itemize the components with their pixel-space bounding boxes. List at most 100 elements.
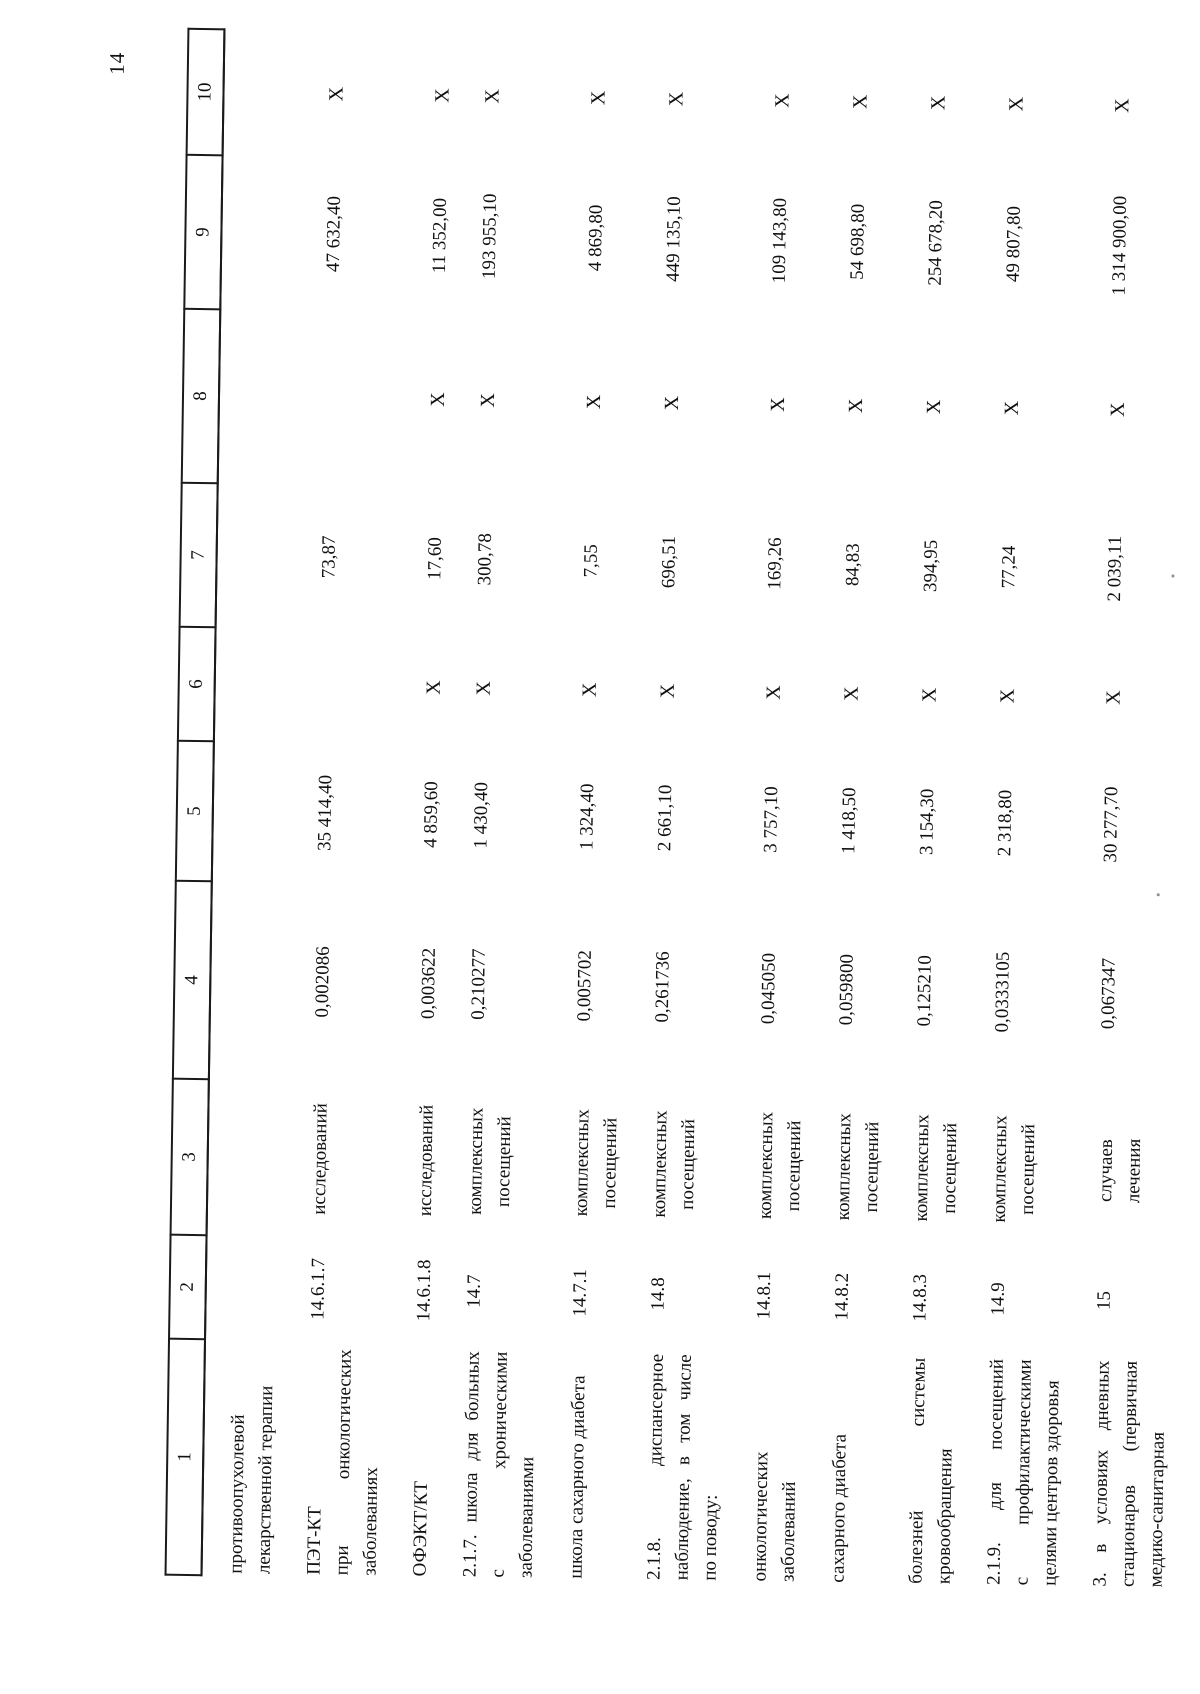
value-cell: 696,51 bbox=[658, 535, 680, 589]
x-marker-cell: X bbox=[660, 395, 684, 411]
value-cell bbox=[216, 483, 317, 628]
tariff-code-cell: 14.8.2 bbox=[831, 1272, 854, 1321]
value-cell: 254 678,20 bbox=[924, 200, 947, 286]
service-name-line: по поводу: bbox=[699, 1494, 722, 1581]
service-name-line: заболеваний bbox=[777, 1481, 800, 1583]
value-cell: 2 318,80 bbox=[994, 789, 1017, 857]
value-cell bbox=[220, 155, 321, 310]
x-marker-cell: X bbox=[656, 683, 679, 699]
value-cell: 300,78 bbox=[474, 532, 497, 586]
service-name-line: с профилактическими bbox=[1011, 1359, 1036, 1586]
service-name-line: заболеваниями bbox=[515, 1456, 539, 1579]
scan-speck bbox=[1171, 574, 1175, 578]
value-cell: 30 277,70 bbox=[1100, 786, 1123, 863]
unit-line: посещений bbox=[493, 1116, 516, 1208]
value-cell: 54 698,80 bbox=[846, 203, 869, 280]
column-number-header: 6 bbox=[177, 626, 216, 742]
value-cell: 0,261736 bbox=[651, 951, 674, 1023]
service-name-line: школа сахарного диабета bbox=[565, 1375, 590, 1579]
tariff-code-cell: 14.7 bbox=[463, 1274, 486, 1308]
service-name-cell: 2.1.9. для посещений с профилактическими ц… bbox=[980, 1351, 1089, 1589]
tariff-code-cell: 15 bbox=[1093, 1290, 1115, 1311]
value-cell: 2 039,11 bbox=[1104, 535, 1127, 602]
x-marker-cell: X bbox=[1111, 98, 1134, 114]
value-cell: 7,55 bbox=[580, 544, 602, 578]
x-marker-cell bbox=[317, 311, 426, 487]
value-cell: 3 154,30 bbox=[916, 788, 939, 856]
service-name-cell: ПЭТ-КТ при онкологических заболеваниях bbox=[301, 1341, 410, 1579]
value-cell: 0,210277 bbox=[467, 948, 490, 1020]
service-name-line: 2.1.7. школа для больных bbox=[459, 1351, 484, 1578]
unit-line: комплексных bbox=[988, 1115, 1012, 1223]
value-cell: 0,005702 bbox=[573, 950, 596, 1022]
unit-cell: комплексных посещений bbox=[829, 1088, 909, 1245]
column-number-header: 10 bbox=[186, 28, 225, 156]
x-marker-cell: X bbox=[766, 397, 790, 412]
value-cell: 109 143,80 bbox=[768, 197, 792, 284]
value-cell bbox=[212, 741, 313, 882]
value-cell: 169,26 bbox=[764, 537, 786, 590]
column-number-header: 5 bbox=[175, 740, 214, 882]
tariff-code-cell: 14.9 bbox=[987, 1282, 1009, 1316]
service-name-line: стационаров (первичная bbox=[1117, 1360, 1142, 1588]
x-marker-cell: X bbox=[476, 392, 500, 408]
x-marker-cell: X bbox=[762, 685, 785, 700]
service-name-line: целями центров здоровья bbox=[1039, 1380, 1064, 1586]
service-name-line: болезней системы bbox=[905, 1357, 930, 1584]
value-cell: 2 661,10 bbox=[654, 784, 677, 852]
service-name-line: 3. в условиях дневных bbox=[1089, 1360, 1114, 1587]
unit-cell: комплексных посещений bbox=[568, 1085, 648, 1242]
value-cell: 0,125210 bbox=[913, 955, 936, 1027]
x-marker-cell: X bbox=[844, 398, 868, 414]
x-marker-cell: X bbox=[422, 680, 445, 695]
value-cell: 1 324,40 bbox=[576, 783, 599, 851]
value-cell: 17,60 bbox=[424, 536, 446, 581]
service-name-line: 2.1.8. диспансерное bbox=[643, 1353, 668, 1581]
service-name-line: при онкологических bbox=[331, 1349, 356, 1576]
x-marker-cell: X bbox=[587, 90, 610, 106]
value-cell: 4 859,60 bbox=[420, 781, 443, 848]
value-cell: 73,87 bbox=[318, 535, 340, 579]
service-name-cell: онкологических заболеваний bbox=[746, 1347, 827, 1584]
tariff-code-cell: 14.6.1.8 bbox=[413, 1259, 436, 1322]
value-cell: 394,95 bbox=[920, 539, 942, 593]
value-cell: 1 418,50 bbox=[838, 787, 861, 855]
x-marker-cell bbox=[223, 29, 324, 156]
service-name-line: заболеваниях bbox=[359, 1467, 383, 1576]
unit-cell: комплексных посещений bbox=[462, 1083, 570, 1241]
unit-cell: исследований bbox=[306, 1081, 414, 1239]
unit-line: лечения bbox=[1123, 1138, 1146, 1204]
x-marker-cell: X bbox=[996, 688, 1019, 704]
x-marker-cell: X bbox=[1000, 400, 1024, 416]
x-marker-cell: X bbox=[426, 392, 450, 407]
column-number-header: 3 bbox=[170, 1078, 209, 1236]
column-number-header: 2 bbox=[169, 1234, 207, 1340]
x-marker-cell: X bbox=[1005, 96, 1028, 112]
x-marker-cell: X bbox=[1102, 690, 1125, 706]
tariff-code-cell: 14.7.1 bbox=[569, 1268, 592, 1317]
x-marker-cell: X bbox=[472, 680, 495, 696]
column-number-header: 4 bbox=[172, 880, 212, 1080]
value-cell: 3 757,10 bbox=[760, 786, 783, 853]
service-name-cell: сахарного диабета bbox=[824, 1348, 905, 1585]
column-number-header: 7 bbox=[179, 482, 218, 628]
table-body: противоопухолевой лекарственной терапии ПЭ… bbox=[202, 29, 1200, 1590]
value-cell: 449 135,10 bbox=[662, 196, 686, 282]
unit-line: исследований bbox=[308, 1102, 332, 1215]
service-name-line: медико-санитарная bbox=[1145, 1431, 1169, 1588]
page-number: 14 bbox=[104, 51, 130, 75]
value-cell: 0,0333105 bbox=[991, 951, 1014, 1033]
tariff-code-cell bbox=[205, 1235, 306, 1340]
service-name-cell: противоопухолевой лекарственной терапии bbox=[202, 1339, 304, 1576]
service-name-line: наблюдение, в том числе bbox=[671, 1354, 696, 1581]
unit-cell: комплексных посещений bbox=[751, 1087, 831, 1244]
value-cell: 49 807,80 bbox=[1002, 205, 1025, 283]
column-number-header: 8 bbox=[181, 308, 221, 484]
unit-cell bbox=[207, 1079, 308, 1236]
service-name-line: ПЭТ-КТ bbox=[303, 1506, 326, 1575]
unit-cell: случаев лечения bbox=[1091, 1092, 1199, 1250]
service-name-cell: ОФЭКТ/КТ bbox=[406, 1342, 459, 1579]
service-name-line: онкологических bbox=[749, 1451, 773, 1582]
